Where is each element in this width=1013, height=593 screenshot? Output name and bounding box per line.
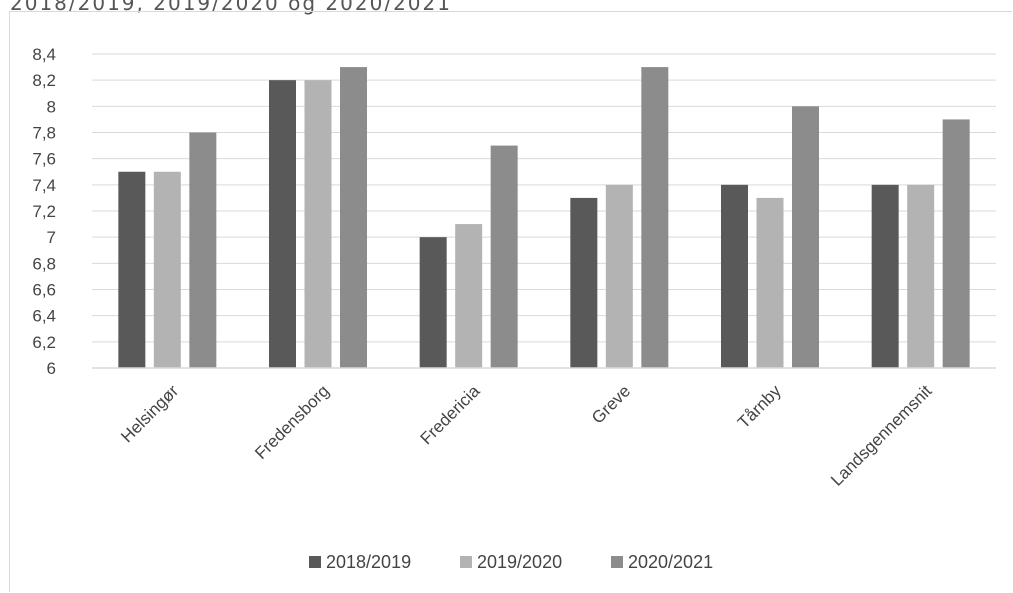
bar <box>605 184 633 368</box>
y-tick-label: 8,4 <box>32 45 56 64</box>
x-tick-label: Fredensborg <box>251 381 333 463</box>
y-tick-label: 6,4 <box>32 307 56 326</box>
bar <box>153 171 181 368</box>
legend-label: 2018/2019 <box>326 552 411 572</box>
x-tick-label: Landsgennemsnit <box>827 381 936 490</box>
x-tick-label: Greve <box>588 381 634 427</box>
y-tick-label: 6,8 <box>32 254 56 273</box>
bar <box>340 67 367 368</box>
bar <box>570 197 598 368</box>
bar <box>269 80 296 369</box>
x-tick-label: Tårnby <box>734 381 785 432</box>
legend-swatch <box>611 556 623 568</box>
bar <box>304 80 332 369</box>
y-tick-label: 8,2 <box>32 71 56 90</box>
x-axis-labels: Helsingør Fredensborg Fredericia Greve Tårnb… <box>117 381 935 490</box>
bar <box>641 67 669 368</box>
chart-frame <box>9 11 1012 592</box>
bar <box>721 184 748 368</box>
y-tick-label: 6,6 <box>32 281 56 300</box>
legend-label: 2020/2021 <box>628 552 713 572</box>
grid-lines <box>92 53 996 369</box>
y-tick-label: 7,8 <box>32 124 56 143</box>
bar <box>455 224 483 368</box>
legend-swatch <box>460 556 472 568</box>
y-tick-label: 7,4 <box>32 176 56 195</box>
x-tick-label: Helsingør <box>117 381 182 446</box>
x-tick-label: Fredericia <box>417 381 484 448</box>
y-tick-label: 7 <box>47 228 56 247</box>
y-tick-label: 6 <box>47 359 56 378</box>
bar <box>189 132 217 368</box>
y-tick-label: 6,2 <box>32 333 56 352</box>
bar <box>118 171 146 368</box>
legend: 2018/2019 2019/2020 2020/2021 <box>309 552 713 572</box>
legend-label: 2019/2020 <box>477 552 562 572</box>
bar <box>871 184 899 368</box>
bar <box>490 145 518 368</box>
y-tick-label: 7,6 <box>32 150 56 169</box>
bar <box>756 197 784 368</box>
bar <box>792 106 819 368</box>
y-axis-ticks: 6 6,2 6,4 6,6 6,8 7 7,2 7,4 7,6 7,8 8 8,2 8,4 <box>32 45 56 378</box>
bar <box>419 237 447 368</box>
y-tick-label: 7,2 <box>32 202 56 221</box>
bar <box>942 119 970 369</box>
bars <box>118 67 970 369</box>
y-tick-label: 8 <box>47 97 56 116</box>
legend-swatch <box>309 556 321 568</box>
bar <box>907 184 935 368</box>
